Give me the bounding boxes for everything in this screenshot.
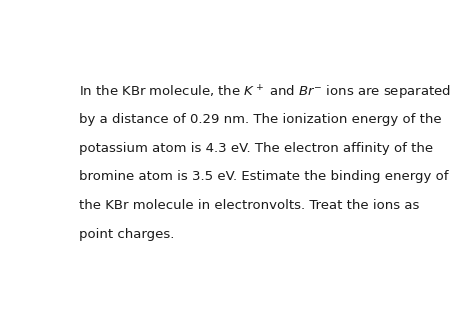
Text: by a distance of 0.29 nm. The ionization energy of the: by a distance of 0.29 nm. The ionization… <box>80 113 442 126</box>
Text: point charges.: point charges. <box>80 228 175 241</box>
Text: bromine atom is 3.5 eV. Estimate the binding energy of: bromine atom is 3.5 eV. Estimate the bin… <box>80 170 449 183</box>
Text: potassium atom is 4.3 eV. The electron affinity of the: potassium atom is 4.3 eV. The electron a… <box>80 142 434 155</box>
Text: the KBr molecule in electronvolts. Treat the ions as: the KBr molecule in electronvolts. Treat… <box>80 199 420 212</box>
Text: In the KBr molecule, the $\mathit{K}^+$ and $\mathit{Br}^{-}$ ions are separated: In the KBr molecule, the $\mathit{K}^+$ … <box>80 84 451 102</box>
